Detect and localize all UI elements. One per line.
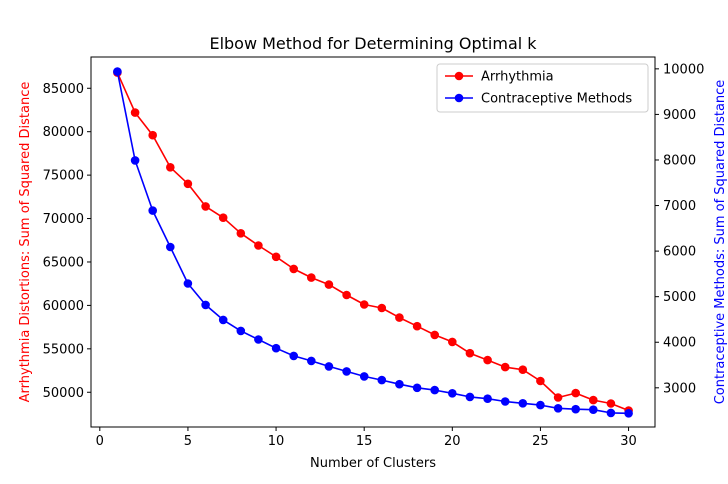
contraceptive-methods-point xyxy=(254,335,263,344)
left-y-axis-label: Arrhythmia Distortions: Sum of Squared D… xyxy=(18,82,33,403)
contraceptive-methods-point xyxy=(500,397,510,406)
arrhythmia-point xyxy=(553,393,563,402)
right-y-tick-label: 7000 xyxy=(663,199,696,214)
left-y-tick-label: 65000 xyxy=(43,255,84,270)
arrhythmia-point xyxy=(289,264,299,274)
arrhythmia-point xyxy=(236,229,246,238)
chart-title: Elbow Method for Determining Optimal k xyxy=(209,34,537,53)
contraceptive-methods-point xyxy=(289,351,299,361)
arrhythmia-point xyxy=(254,241,263,250)
arrhythmia-point xyxy=(342,290,351,300)
arrhythmia-point xyxy=(148,130,157,140)
left-y-tick-label: 80000 xyxy=(43,125,84,140)
contraceptive-methods-point xyxy=(307,356,316,366)
arrhythmia-point xyxy=(307,273,316,282)
arrhythmia-point xyxy=(606,399,616,408)
contraceptive-methods-point xyxy=(430,385,440,395)
arrhythmia-point xyxy=(412,321,422,331)
arrhythmia-point xyxy=(465,348,475,358)
x-tick-label: 10 xyxy=(268,434,285,449)
contraceptive-methods-point xyxy=(324,362,334,371)
arrhythmia-point xyxy=(395,313,404,322)
contraceptive-methods-point xyxy=(183,279,193,288)
x-tick-label: 0 xyxy=(96,434,104,449)
arrhythmia-point xyxy=(430,330,440,340)
right-y-tick-label: 5000 xyxy=(663,290,696,305)
x-tick-label: 15 xyxy=(356,434,373,449)
arrhythmia-point xyxy=(500,362,510,372)
right-y-tick-label: 9000 xyxy=(663,108,696,123)
legend: Arrhythmia Contraceptive Methods xyxy=(436,63,649,113)
contraceptive-methods-point xyxy=(236,326,246,336)
arrhythmia-point xyxy=(130,108,140,117)
left-y-tick-label: 85000 xyxy=(43,82,84,97)
right-y-tick-label: 3000 xyxy=(663,381,696,396)
contraceptive-methods-point xyxy=(465,392,475,402)
contraceptive-methods-point xyxy=(130,156,140,165)
contraceptive-methods-point xyxy=(342,367,351,376)
arrhythmia-point xyxy=(201,202,210,211)
contraceptive-methods-point xyxy=(148,206,157,215)
contraceptive-methods-point xyxy=(113,67,122,76)
legend-label: Contraceptive Methods xyxy=(481,92,632,107)
plot-frame xyxy=(90,56,656,428)
contraceptive-methods-point xyxy=(571,404,580,414)
series-layer xyxy=(113,67,633,418)
x-tick-label: 25 xyxy=(532,434,549,449)
right-y-tick-label: 4000 xyxy=(663,336,696,351)
legend-swatch-marker xyxy=(454,93,464,103)
legend-box xyxy=(436,63,649,113)
contraceptive-methods-point xyxy=(201,300,210,310)
arrhythmia-point xyxy=(166,163,175,172)
x-axis-label: Number of Clusters xyxy=(310,456,436,471)
contraceptive-methods-point xyxy=(624,409,633,418)
right-y-tick-label: 10000 xyxy=(663,62,704,77)
contraceptive-methods-point xyxy=(395,379,404,389)
left-y-tick-label: 50000 xyxy=(43,386,84,401)
arrhythmia-point xyxy=(483,355,492,365)
contraceptive-methods-point xyxy=(536,400,545,410)
arrhythmia-point xyxy=(536,376,545,386)
arrhythmia-point xyxy=(271,252,281,262)
arrhythmia-point xyxy=(183,179,193,189)
arrhythmia-point xyxy=(589,395,598,405)
arrhythmia-point xyxy=(377,303,387,313)
contraceptive-methods-point xyxy=(518,399,528,408)
right-y-tick-label: 8000 xyxy=(663,153,696,168)
left-y-tick-label: 75000 xyxy=(43,169,84,184)
legend-swatch-marker xyxy=(454,71,464,81)
right-y-tick-label: 6000 xyxy=(663,245,696,260)
x-tick-label: 30 xyxy=(620,434,637,449)
arrhythmia-point xyxy=(518,365,528,375)
contraceptive-methods-point xyxy=(166,242,175,252)
arrhythmia-point xyxy=(359,300,369,309)
contraceptive-methods-point xyxy=(589,405,598,415)
contraceptive-methods-point xyxy=(218,315,228,325)
contraceptive-methods-series xyxy=(113,67,633,418)
arrhythmia-point xyxy=(218,213,228,222)
axes-layer: 0 5 10 15 20 25 30 50000 55000 60000 65000 70000 750… xyxy=(43,56,704,449)
x-tick-label: 5 xyxy=(184,434,192,449)
contraceptive-methods-point xyxy=(359,372,369,381)
left-y-tick-label: 60000 xyxy=(43,299,84,314)
legend-item-contraceptive-methods: Contraceptive Methods xyxy=(445,92,632,107)
contraceptive-methods-point xyxy=(448,389,457,398)
right-y-axis-label: Contraceptive Methods: Sum of Squared Di… xyxy=(713,80,728,405)
contraceptive-methods-point xyxy=(377,375,387,385)
legend-item-arrhythmia: Arrhythmia xyxy=(445,70,554,85)
left-y-tick-label: 70000 xyxy=(43,212,84,227)
contraceptive-methods-point xyxy=(606,408,616,418)
contraceptive-methods-point xyxy=(271,343,281,353)
left-y-tick-label: 55000 xyxy=(43,342,84,357)
contraceptive-methods-point xyxy=(483,394,492,404)
arrhythmia-point xyxy=(571,388,580,398)
contraceptive-methods-point xyxy=(412,383,422,393)
contraceptive-methods-point xyxy=(553,404,563,413)
arrhythmia-point xyxy=(324,280,334,289)
x-tick-label: 20 xyxy=(444,434,461,449)
legend-label: Arrhythmia xyxy=(481,70,554,85)
arrhythmia-point xyxy=(448,337,457,347)
